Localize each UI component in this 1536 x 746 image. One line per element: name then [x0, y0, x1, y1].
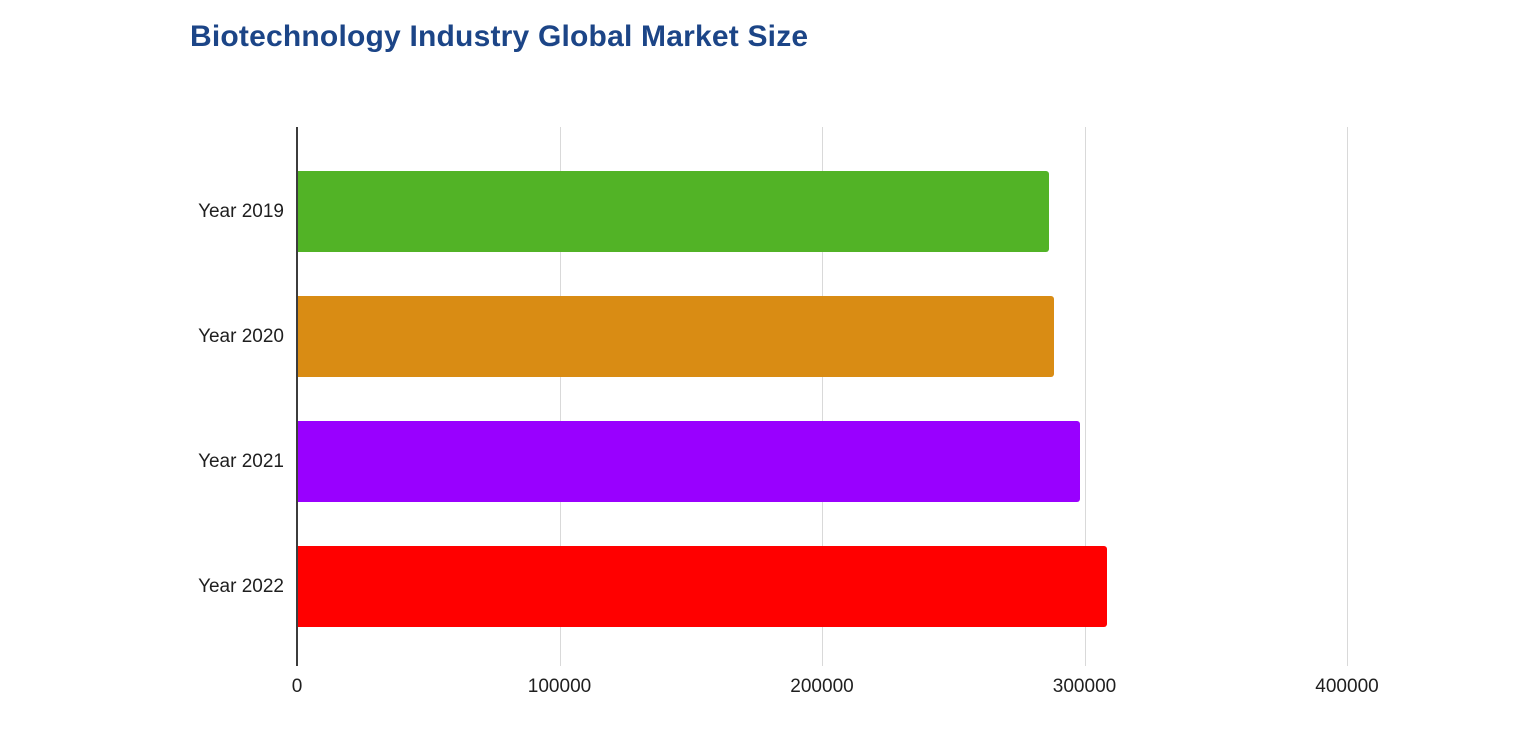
x-tick-label-300000: 300000 [1052, 676, 1117, 697]
chart-title: Biotechnology Industry Global Market Siz… [190, 20, 809, 53]
y-axis-label-year-2019: Year 2019 [198, 200, 284, 222]
bar-year-2020 [298, 296, 1054, 377]
gridline-400000 [1347, 127, 1348, 666]
gridline-300000 [1084, 127, 1086, 666]
x-tick-label-100000: 100000 [527, 676, 592, 697]
x-tick-label-0: 0 [291, 676, 303, 697]
y-axis-label-year-2022: Year 2022 [198, 575, 284, 597]
gridline-100000 [559, 127, 561, 666]
x-tick-label-200000: 200000 [790, 676, 854, 697]
y-axis-label-year-2020: Year 2020 [198, 325, 284, 347]
x-tick-label-400000: 400000 [1315, 676, 1379, 697]
y-axis-label-year-2021: Year 2021 [198, 450, 284, 472]
bar-year-2019 [298, 171, 1049, 252]
bar-year-2021 [298, 421, 1080, 502]
y-axis-line [296, 127, 298, 666]
bar-year-2022 [298, 546, 1107, 627]
gridline-200000 [822, 127, 823, 666]
